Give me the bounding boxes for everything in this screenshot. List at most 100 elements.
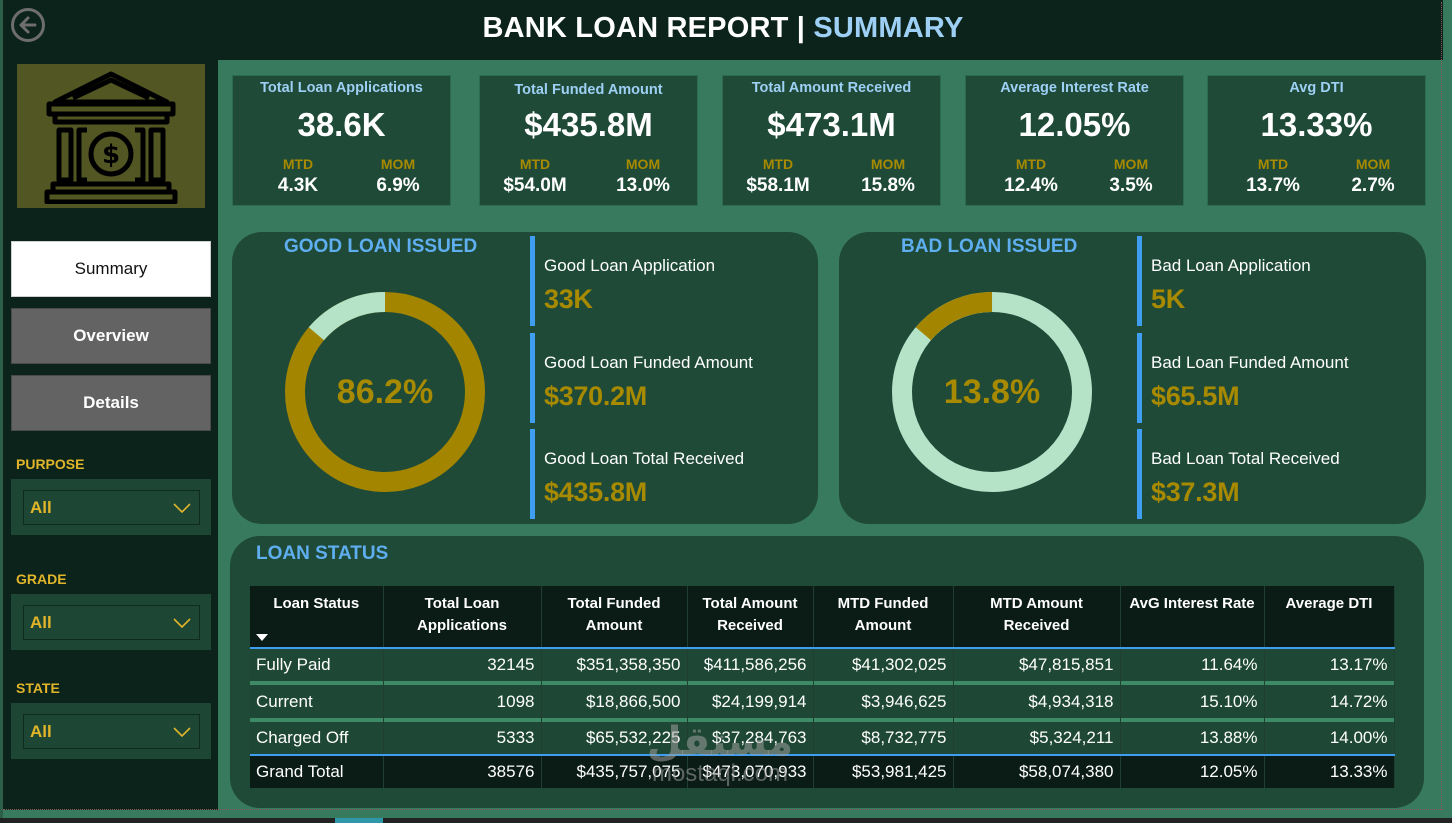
good-loan-application-card: Good Loan Application 33K: [530, 236, 715, 326]
active-page-tab-indicator[interactable]: [335, 818, 383, 823]
column-header-mtd-funded-amount[interactable]: MTD Funded Amount: [813, 586, 954, 649]
kpi-mtd-label: MTD: [1257, 156, 1289, 172]
bad-loan-donut-svg: [892, 292, 1092, 493]
title-main: BANK LOAN REPORT |: [482, 12, 814, 44]
cell-loan-status: Grand Total: [250, 754, 384, 788]
kpi-mom-value: 15.8%: [861, 175, 915, 196]
chevron-down-icon: [173, 502, 191, 513]
column-header-total-amount-received[interactable]: Total Amount Received: [687, 586, 814, 649]
nav-details-label: Details: [83, 393, 139, 412]
kpi-value: 12.05%: [1018, 106, 1131, 143]
sidebar: $ Summary Overview Details PURPOSE All G…: [3, 60, 218, 810]
kpi-mtd: MTD 12.4%: [986, 156, 1076, 197]
kpi-title: Total Loan Applications: [260, 80, 423, 96]
kpi-mtd: MTD $58.1M: [733, 156, 823, 197]
bad-loan-funded-card: Bad Loan Funded Amount $65.5M: [1137, 333, 1349, 423]
bad-loan-donut-chart[interactable]: 13.8%: [889, 289, 1095, 495]
cell-avg-dti: 14.72%: [1264, 685, 1395, 718]
good-loan-title: GOOD LOAN ISSUED: [284, 236, 478, 257]
bad-loan-percentage: 13.8%: [943, 373, 1041, 411]
cell-mtd-received: $58,074,380: [953, 754, 1121, 788]
canvas-border-right: [1441, 2, 1442, 810]
column-header-total-funded-amount[interactable]: Total Funded Amount: [541, 586, 688, 649]
kpi-mtd: MTD 4.3K: [253, 156, 343, 197]
nav-summary-button[interactable]: Summary: [11, 241, 211, 297]
page-tab-bar: [0, 818, 1452, 823]
cell-avg-interest: 15.10%: [1120, 685, 1265, 718]
cell-total-funded: $18,866,500: [541, 685, 688, 718]
nav-overview-button[interactable]: Overview: [11, 308, 211, 364]
metric-label: Good Loan Application: [544, 256, 716, 275]
kpi-total-amount-received: Total Amount Received $473.1M MTD $58.1M …: [722, 75, 941, 206]
page-title: BANK LOAN REPORT | SUMMARY: [3, 12, 1443, 45]
column-header-avg-interest-rate[interactable]: AvG Interest Rate: [1120, 586, 1265, 649]
kpi-mtd-value: 13.7%: [1246, 175, 1300, 196]
cell-total-funded: $435,757,075: [541, 754, 688, 788]
metric-value: $435.8M: [544, 477, 647, 507]
nav-summary-label: Summary: [74, 259, 148, 278]
kpi-mom-value: 6.9%: [376, 175, 420, 196]
column-header-label: MTD Amount Received: [990, 595, 1083, 634]
kpi-value: 38.6K: [297, 106, 386, 143]
arrow-left-circle-icon: [19, 16, 37, 34]
cell-mtd-received: $4,934,318: [953, 685, 1121, 718]
cell-mtd-funded: $41,302,025: [813, 648, 954, 681]
column-header-label: MTD Funded Amount: [837, 595, 929, 634]
kpi-title: Avg DTI: [1289, 80, 1344, 96]
canvas-border-bottom: [3, 809, 1443, 810]
bad-loan-title: BAD LOAN ISSUED: [901, 236, 1078, 257]
kpi-mom-value: 13.0%: [616, 175, 670, 196]
metric-label: Bad Loan Application: [1151, 256, 1311, 275]
kpi-mom-label: MOM: [380, 156, 416, 172]
column-header-total-loan-applications[interactable]: Total Loan Applications: [383, 586, 542, 649]
chevron-down-icon: [173, 726, 191, 737]
good-loan-funded-card: Good Loan Funded Amount $370.2M: [530, 333, 753, 423]
grade-dropdown[interactable]: All: [23, 605, 200, 640]
metric-value: 33K: [544, 284, 593, 314]
cell-total-received: $411,586,256: [687, 648, 814, 681]
back-button[interactable]: [11, 8, 45, 42]
cell-mtd-funded: $8,732,775: [813, 722, 954, 755]
kpi-title: Average Interest Rate: [1000, 80, 1149, 96]
cell-total-funded: $65,532,225: [541, 722, 688, 755]
title-accent: SUMMARY: [813, 12, 964, 44]
good-loan-metrics: Good Loan Application 33K Good Loan Fund…: [530, 236, 810, 526]
bad-loan-panel: BAD LOAN ISSUED 13.8% Bad Loan Applicati…: [839, 232, 1426, 524]
report-header: BANK LOAN REPORT | SUMMARY: [3, 0, 1443, 60]
table-row[interactable]: Charged Off 5333 $65,532,225 $37,284,763…: [250, 722, 1395, 755]
table-row[interactable]: Current 1098 $18,866,500 $24,199,914 $3,…: [250, 685, 1395, 718]
table-header-row: Loan Status Total Loan Applications Tota…: [250, 586, 1395, 649]
table-row[interactable]: Fully Paid 32145 $351,358,350 $411,586,2…: [250, 648, 1395, 681]
nav-details-button[interactable]: Details: [11, 375, 211, 431]
cell-loan-status: Charged Off: [250, 722, 384, 755]
bad-loan-received-card: Bad Loan Total Received $37.3M: [1137, 429, 1340, 519]
grade-filter: All: [11, 594, 211, 650]
state-dropdown[interactable]: All: [23, 714, 200, 749]
cell-total-received: $473,070,933: [687, 754, 814, 788]
good-loan-percentage: 86.2%: [336, 373, 434, 411]
sort-descending-icon[interactable]: [256, 634, 268, 641]
good-loan-donut-chart[interactable]: 86.2%: [282, 289, 488, 495]
cell-avg-interest: 12.05%: [1120, 754, 1265, 788]
loan-status-table: Loan Status Total Loan Applications Tota…: [250, 586, 1395, 788]
kpi-mtd-value: 4.3K: [277, 175, 319, 196]
row-separator: [250, 681, 1395, 685]
cell-mtd-funded: $3,946,625: [813, 685, 954, 718]
grade-filter-label: GRADE: [16, 571, 67, 587]
kpi-title: Total Funded Amount: [514, 82, 663, 98]
column-header-mtd-amount-received[interactable]: MTD Amount Received: [953, 586, 1121, 649]
cell-avg-dti: 14.00%: [1264, 722, 1395, 755]
column-header-label: Total Amount Received: [702, 595, 798, 634]
cell-mtd-funded: $53,981,425: [813, 754, 954, 788]
column-header-average-dti[interactable]: Average DTI: [1264, 586, 1395, 649]
kpi-mtd-value: $58.1M: [746, 175, 810, 196]
kpi-total-funded-amount: Total Funded Amount $435.8M MTD $54.0M MO…: [479, 75, 698, 206]
column-header-loan-status[interactable]: Loan Status: [250, 586, 384, 649]
left-edge: [0, 0, 3, 818]
bad-loan-metrics: Bad Loan Application 5K Bad Loan Funded …: [1137, 236, 1417, 526]
metric-label: Bad Loan Funded Amount: [1151, 353, 1349, 372]
purpose-dropdown[interactable]: All: [23, 490, 200, 525]
metric-label: Bad Loan Total Received: [1151, 449, 1340, 468]
bank-building-icon: $: [44, 71, 178, 204]
kpi-mom-label: MOM: [625, 156, 661, 172]
